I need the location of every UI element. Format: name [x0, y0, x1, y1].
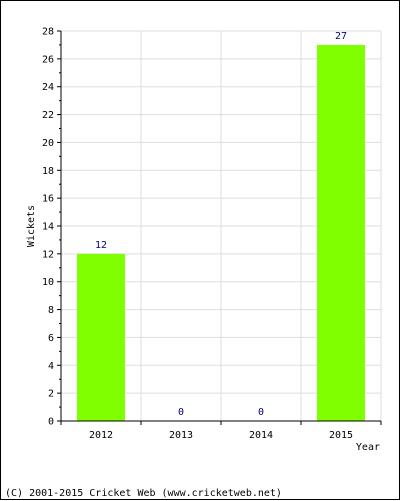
- x-tick-label-2015: 2015: [329, 430, 353, 441]
- y-tick-label: 0: [48, 417, 54, 428]
- x-tick-label-2014: 2014: [249, 430, 273, 441]
- y-tick-label: 22: [42, 110, 54, 121]
- y-tick-label: 16: [42, 194, 54, 205]
- bar-2012: [77, 253, 125, 421]
- y-tick-label: 8: [48, 305, 54, 316]
- y-axis-title: Wickets: [26, 205, 37, 247]
- x-tick-label-2013: 2013: [169, 430, 193, 441]
- value-label-2012: 12: [95, 240, 107, 251]
- y-tick-label: 4: [48, 361, 54, 372]
- x-axis-title: Year: [356, 442, 380, 453]
- y-tick-label: 2: [48, 389, 54, 400]
- copyright-footer: (C) 2001-2015 Cricket Web (www.cricketwe…: [5, 488, 282, 499]
- value-label-2015: 27: [335, 31, 347, 42]
- value-label-2013: 0: [178, 407, 184, 418]
- y-tick-label: 10: [42, 277, 54, 288]
- y-tick-label: 12: [42, 249, 54, 260]
- x-tick-label-2012: 2012: [89, 430, 113, 441]
- bars: [77, 44, 365, 422]
- y-tick-label: 28: [42, 27, 54, 38]
- y-tick-label: 24: [42, 82, 54, 93]
- y-tick-label: 20: [42, 138, 54, 149]
- y-tick-label: 18: [42, 166, 54, 177]
- value-labels: 12 0 0 27: [95, 31, 347, 418]
- y-tick-label: 26: [42, 54, 54, 65]
- value-label-2014: 0: [258, 407, 264, 418]
- x-tick-labels: 2012 2013 2014 2015: [60, 421, 382, 441]
- y-tick-label: 6: [48, 333, 54, 344]
- bar-2015: [317, 44, 365, 422]
- y-tick-label: 14: [42, 222, 54, 233]
